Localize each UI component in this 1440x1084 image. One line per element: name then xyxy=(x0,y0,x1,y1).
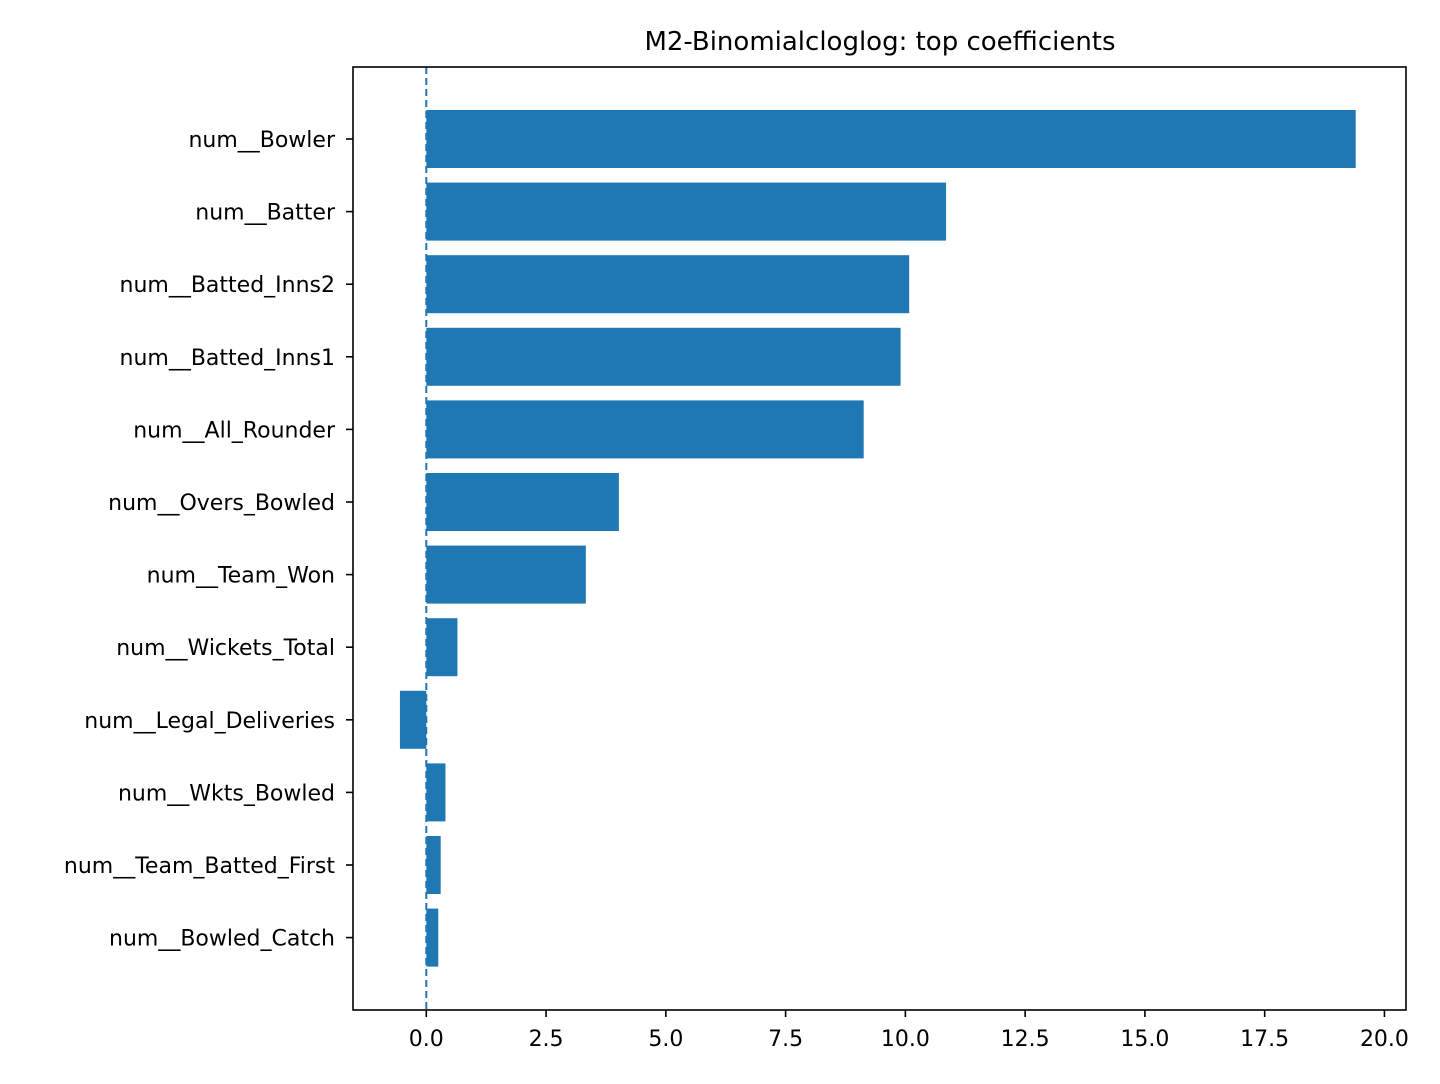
x-tick-label: 7.5 xyxy=(768,1027,803,1052)
bar-num__Team_Won xyxy=(426,545,586,604)
bar-num__Overs_Bowled xyxy=(426,473,619,531)
bars-layer xyxy=(399,110,1356,967)
chart-title: M2-Binomialcloglog: top coefficients xyxy=(644,27,1115,57)
bar-num__Bowler xyxy=(426,110,1356,168)
plot-area-frame xyxy=(352,66,1407,1011)
y-tick-label: num__Wickets_Total xyxy=(116,636,335,661)
bar-num__All_Rounder xyxy=(426,400,864,459)
x-axis: 0.0 2.5 5.0 7.5 10.0 12.5 15.0 17.5 20.0 xyxy=(409,1010,1409,1052)
y-tick-label: num__Bowled_Catch xyxy=(109,927,335,952)
bar-num__Team_Batted_First xyxy=(426,836,441,894)
x-tick-label: 10.0 xyxy=(881,1027,930,1052)
y-tick-label: num__Team_Won xyxy=(147,564,335,589)
bar-num__Wickets_Total xyxy=(426,618,458,677)
y-tick-label: num__Batted_Inns1 xyxy=(120,346,335,371)
bar-num__Legal_Deliveries xyxy=(399,690,427,749)
x-tick-label: 2.5 xyxy=(529,1027,564,1052)
bar-num__Batter xyxy=(426,182,947,241)
bar-num__Bowled_Catch xyxy=(426,908,439,967)
y-tick-label: num__Batted_Inns2 xyxy=(120,273,335,298)
bar-num__Batted_Inns1 xyxy=(426,327,901,386)
y-tick-label: num__Legal_Deliveries xyxy=(84,709,335,734)
x-tick-label: 15.0 xyxy=(1120,1027,1169,1052)
bar-num__Wkts_Bowled xyxy=(426,763,446,822)
y-tick-label: num__Wkts_Bowled xyxy=(118,781,335,806)
bar-num__Batted_Inns2 xyxy=(426,255,910,314)
y-axis: num__Bowler num__Batter num__Batted_Inns2n… xyxy=(64,128,353,952)
x-tick-label: 5.0 xyxy=(648,1027,683,1052)
y-tick-label: num__Team_Batted_First xyxy=(64,854,335,879)
x-tick-label: 17.5 xyxy=(1240,1027,1289,1052)
y-tick-label: num__Overs_Bowled xyxy=(108,491,335,516)
x-tick-label: 12.5 xyxy=(1001,1027,1050,1052)
y-tick-label: num__Bowler xyxy=(188,128,336,153)
y-tick-label: num__Batter xyxy=(195,201,336,226)
x-tick-label: 20.0 xyxy=(1360,1027,1409,1052)
x-tick-label: 0.0 xyxy=(409,1027,444,1052)
y-tick-label: num__All_Rounder xyxy=(133,418,336,443)
